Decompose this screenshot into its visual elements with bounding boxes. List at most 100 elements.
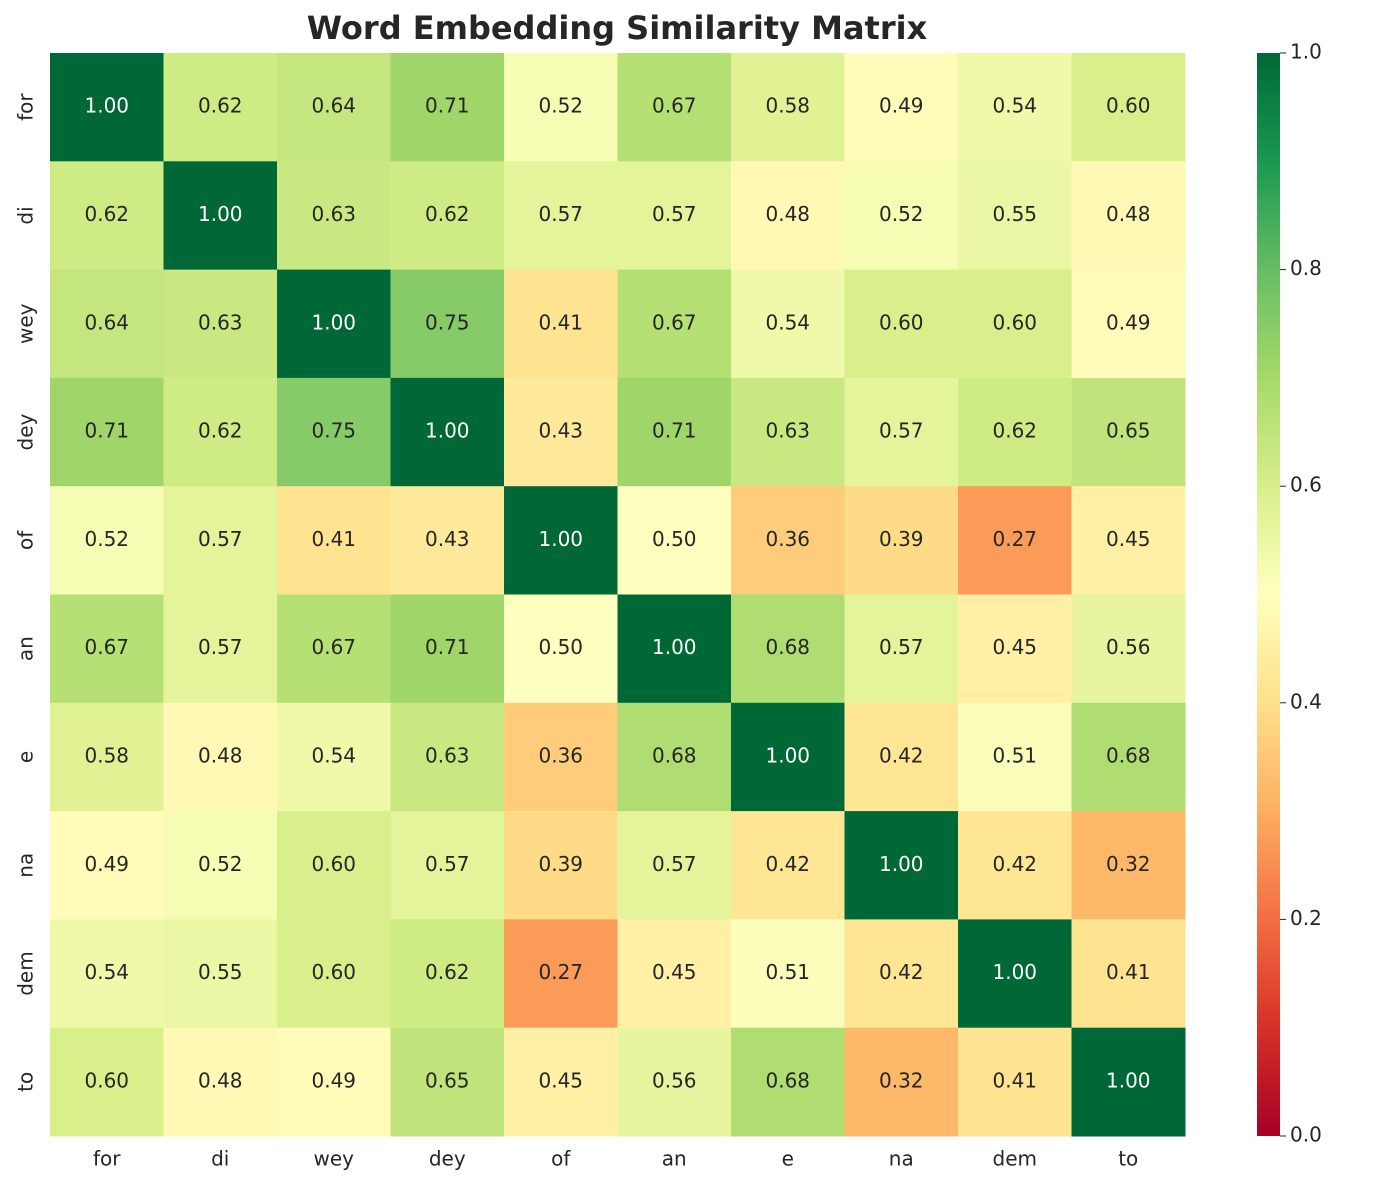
cell-label: 0.62	[84, 202, 129, 226]
heatmap-cell	[844, 269, 959, 379]
heatmap-cell	[390, 919, 505, 1029]
cell-label: 0.45	[1106, 527, 1151, 551]
heatmap-cell	[277, 161, 391, 271]
heatmap-cell	[1071, 811, 1186, 920]
heatmap-cell	[504, 811, 618, 920]
heatmap-cell	[504, 377, 618, 487]
heatmap-cell	[277, 269, 391, 379]
heatmap-cell	[958, 811, 1072, 920]
x-tick-label: wey	[314, 1147, 355, 1171]
heatmap-cell	[277, 53, 391, 162]
heatmap-cell	[731, 161, 845, 271]
heatmap-cell	[390, 702, 505, 812]
colorbar	[1257, 53, 1280, 1136]
cell-label: 0.27	[538, 960, 583, 984]
heatmap-cell	[163, 1027, 278, 1137]
cell-label: 0.56	[652, 1068, 697, 1092]
heatmap-cell	[163, 377, 278, 487]
heatmap-cell	[1071, 269, 1186, 379]
heatmap-cell	[1071, 919, 1186, 1029]
cell-label: 0.52	[198, 852, 243, 876]
cell-label: 0.49	[879, 94, 924, 118]
cell-label: 0.54	[992, 94, 1037, 118]
heatmap-cell	[1071, 1027, 1186, 1137]
cell-label: 0.68	[1106, 743, 1151, 767]
cell-label: 0.43	[538, 419, 583, 443]
cell-label: 1.00	[425, 419, 470, 443]
heatmap-cell	[163, 53, 278, 162]
cell-label: 0.45	[652, 960, 697, 984]
cell-label: 0.71	[425, 635, 470, 659]
heatmap-cell	[504, 486, 618, 595]
cell-label: 1.00	[538, 527, 583, 551]
heatmap-cell	[163, 486, 278, 595]
chart-title: Word Embedding Similarity Matrix	[307, 9, 928, 47]
cell-label: 0.39	[879, 527, 924, 551]
cell-label: 0.57	[198, 527, 243, 551]
heatmap-cell	[504, 53, 618, 162]
cell-label: 0.50	[538, 635, 583, 659]
heatmap-cell	[731, 377, 845, 487]
cell-label: 0.48	[1106, 202, 1151, 226]
cell-label: 0.71	[84, 419, 129, 443]
heatmap-cell	[390, 486, 505, 595]
heatmap-cell	[50, 269, 164, 379]
heatmap-cell	[844, 702, 959, 812]
heatmap-cell	[50, 702, 164, 812]
y-tick-label: dey	[14, 413, 38, 450]
heatmap-cell	[390, 1027, 505, 1137]
heatmap-cell	[163, 269, 278, 379]
cell-label: 0.60	[84, 1068, 129, 1092]
x-tick-label: of	[551, 1147, 571, 1171]
colorbar-tick-label: 0.4	[1290, 689, 1322, 713]
cell-label: 0.55	[198, 960, 243, 984]
heatmap-cell	[163, 702, 278, 812]
cell-label: 0.49	[84, 852, 129, 876]
cell-label: 0.63	[198, 310, 243, 334]
heatmap-cell	[958, 161, 1072, 271]
cell-label: 0.57	[652, 852, 697, 876]
cell-label: 0.43	[425, 527, 470, 551]
cell-label: 0.68	[652, 743, 697, 767]
cell-label: 0.60	[311, 852, 356, 876]
cell-label: 1.00	[84, 94, 129, 118]
heatmap-cell	[390, 594, 505, 704]
cell-label: 0.63	[311, 202, 356, 226]
cell-label: 0.45	[538, 1068, 583, 1092]
heatmap-cell	[50, 1027, 164, 1137]
heatmap-cell	[731, 919, 845, 1029]
cell-label: 0.58	[765, 94, 810, 118]
cell-label: 0.56	[1106, 635, 1151, 659]
heatmap-cell	[50, 594, 164, 704]
heatmap-cell	[958, 702, 1072, 812]
cell-label: 0.63	[765, 419, 810, 443]
cell-label: 0.57	[879, 635, 924, 659]
cell-label: 0.57	[538, 202, 583, 226]
cell-label: 0.52	[538, 94, 583, 118]
heatmap-cell	[1071, 161, 1186, 271]
cell-label: 0.57	[652, 202, 697, 226]
cell-label: 0.42	[992, 852, 1037, 876]
colorbar-tick-label: 0.0	[1290, 1123, 1322, 1147]
heatmap-cell	[844, 53, 959, 162]
y-tick-label: for	[14, 93, 38, 121]
cell-label: 0.71	[652, 419, 697, 443]
heatmap-cell	[617, 1027, 732, 1137]
heatmap-cell	[617, 919, 732, 1029]
colorbar-tick-label: 0.8	[1290, 256, 1322, 280]
heatmap-cell	[50, 377, 164, 487]
heatmap-cell	[844, 919, 959, 1029]
cell-label: 0.50	[652, 527, 697, 551]
cell-label: 0.63	[425, 743, 470, 767]
cell-label: 0.65	[1106, 419, 1151, 443]
cell-label: 0.32	[879, 1068, 924, 1092]
x-tick-label: dey	[429, 1147, 466, 1171]
y-tick-label: to	[14, 1072, 38, 1092]
cell-label: 0.48	[198, 743, 243, 767]
cell-label: 1.00	[1106, 1068, 1151, 1092]
cell-label: 0.60	[992, 310, 1037, 334]
heatmap-cell	[277, 811, 391, 920]
cell-label: 0.54	[765, 310, 810, 334]
heatmap-cell	[390, 269, 505, 379]
cell-label: 0.62	[425, 960, 470, 984]
